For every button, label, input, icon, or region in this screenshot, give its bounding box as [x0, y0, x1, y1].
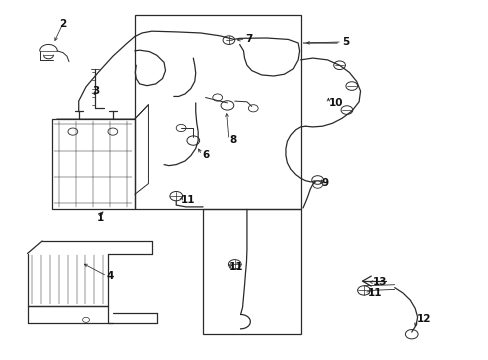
Text: 9: 9: [321, 178, 328, 188]
Text: 11: 11: [181, 195, 195, 206]
Text: 1: 1: [97, 213, 104, 222]
Text: 7: 7: [245, 35, 252, 44]
Text: 11: 11: [228, 262, 243, 272]
Text: 3: 3: [92, 86, 100, 96]
Text: 8: 8: [228, 135, 236, 145]
Text: 2: 2: [59, 19, 66, 29]
Bar: [135, 15, 300, 209]
Text: 6: 6: [202, 150, 209, 160]
Text: 10: 10: [328, 98, 342, 108]
Text: 12: 12: [416, 314, 431, 324]
Text: 5: 5: [341, 37, 348, 47]
Text: 11: 11: [367, 288, 382, 298]
Bar: [203, 209, 300, 334]
Bar: [52, 119, 135, 209]
Text: 13: 13: [372, 277, 386, 287]
Text: 4: 4: [107, 271, 114, 281]
